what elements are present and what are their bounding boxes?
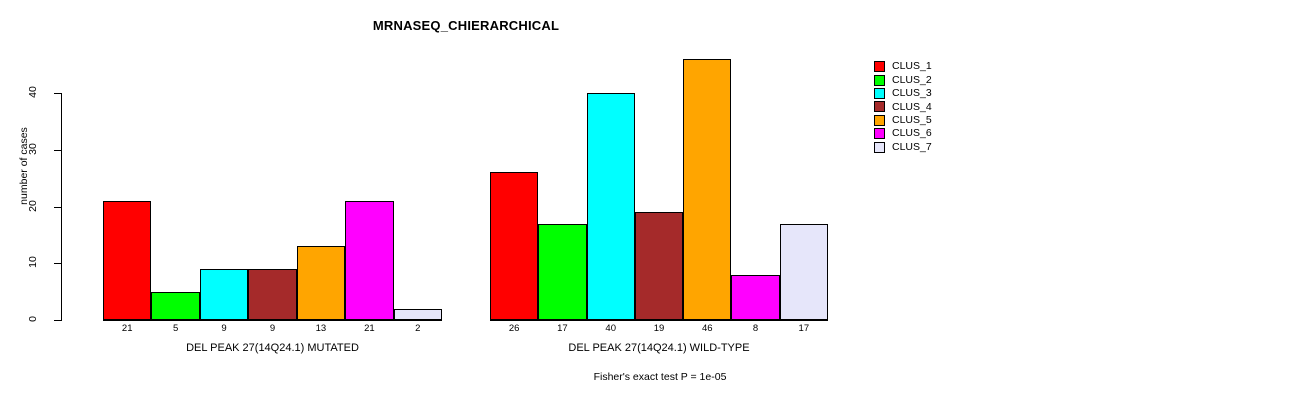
legend-swatch-icon bbox=[874, 61, 885, 73]
legend-item-label: CLUS_2 bbox=[892, 73, 932, 86]
bar bbox=[490, 172, 539, 320]
legend-item-label: CLUS_1 bbox=[892, 60, 932, 73]
legend-swatch-icon bbox=[874, 74, 885, 86]
bar bbox=[103, 200, 152, 320]
y-axis-tick bbox=[54, 149, 61, 151]
bar bbox=[731, 274, 780, 320]
bar bbox=[151, 291, 200, 320]
bar-value-label: 13 bbox=[315, 323, 327, 334]
y-axis-tick-label: 20 bbox=[27, 199, 39, 212]
chart-title-text: MRNASEQ_CHIERARCHICAL bbox=[372, 18, 560, 33]
legend-item: CLUS_7 bbox=[874, 140, 932, 153]
bar-value-label: 46 bbox=[701, 323, 713, 334]
bar bbox=[199, 268, 249, 320]
y-axis-tick-label: 0 bbox=[27, 316, 39, 322]
legend-swatch-icon bbox=[874, 128, 885, 140]
y-axis-tick bbox=[54, 320, 61, 321]
legend-item: CLUS_2 bbox=[874, 73, 932, 86]
x-axis-baseline bbox=[103, 320, 442, 321]
bar bbox=[248, 268, 297, 320]
legend-item: CLUS_3 bbox=[874, 87, 932, 100]
legend-item-label: CLUS_7 bbox=[892, 140, 932, 153]
y-axis-tick-label: 40 bbox=[27, 86, 39, 98]
bar-value-label: 5 bbox=[172, 323, 179, 334]
bar bbox=[634, 212, 684, 320]
x-axis-group-label: DEL PEAK 27(14Q24.1) MUTATED bbox=[186, 342, 359, 354]
chart-legend: CLUS_1 CLUS_2 CLUS_3 CLUS_4 CLUS_5 CLUS_6 CLUS… bbox=[874, 60, 932, 154]
bar bbox=[538, 223, 587, 320]
chart-title: MRNASEQ_CHIERARCHICAL bbox=[0, 18, 1290, 33]
bar-value-label: 8 bbox=[752, 323, 759, 334]
x-axis-group-label: DEL PEAK 27(14Q24.1) WILD-TYPE bbox=[568, 342, 750, 354]
statistical-annotation: Fisher's exact test P = 1e-05 bbox=[0, 371, 1290, 383]
y-axis-tick bbox=[54, 263, 61, 265]
legend-item: CLUS_4 bbox=[874, 100, 932, 113]
bar bbox=[779, 223, 828, 320]
y-axis-tick bbox=[54, 93, 61, 94]
legend-item: CLUS_6 bbox=[874, 127, 932, 140]
bar-value-label: 17 bbox=[557, 323, 568, 334]
bar-value-label: 26 bbox=[508, 323, 520, 334]
bar bbox=[586, 93, 635, 320]
legend-item: CLUS_5 bbox=[874, 114, 932, 127]
y-axis-tick bbox=[54, 206, 61, 208]
bar-value-label: 21 bbox=[364, 323, 375, 334]
statistical-annotation-text: Fisher's exact test P = 1e-05 bbox=[593, 371, 727, 383]
y-axis-line bbox=[61, 93, 62, 321]
bar-value-label: 19 bbox=[653, 323, 665, 334]
legend-item-label: CLUS_5 bbox=[892, 114, 932, 126]
y-axis-tick-label: 10 bbox=[27, 256, 39, 269]
bar-value-label: 21 bbox=[121, 323, 133, 334]
y-axis-tick-label: 30 bbox=[27, 142, 39, 155]
bar-value-label: 2 bbox=[415, 323, 421, 334]
bar bbox=[345, 200, 394, 320]
bar bbox=[683, 58, 732, 320]
bar-value-label: 9 bbox=[269, 323, 276, 334]
legend-item-label: CLUS_3 bbox=[892, 87, 932, 100]
bar-value-label: 9 bbox=[221, 323, 227, 334]
bar-value-label: 40 bbox=[605, 323, 616, 334]
legend-item-label: CLUS_4 bbox=[892, 100, 932, 113]
legend-item: CLUS_1 bbox=[874, 60, 932, 73]
legend-swatch-icon bbox=[874, 114, 885, 126]
legend-swatch-icon bbox=[874, 87, 885, 99]
legend-swatch-icon bbox=[874, 141, 885, 153]
bar bbox=[296, 246, 346, 320]
legend-swatch-icon bbox=[874, 101, 885, 113]
legend-item-label: CLUS_6 bbox=[892, 127, 932, 140]
bar-value-label: 17 bbox=[798, 323, 810, 334]
x-axis-baseline bbox=[490, 320, 828, 321]
bar bbox=[393, 308, 442, 320]
